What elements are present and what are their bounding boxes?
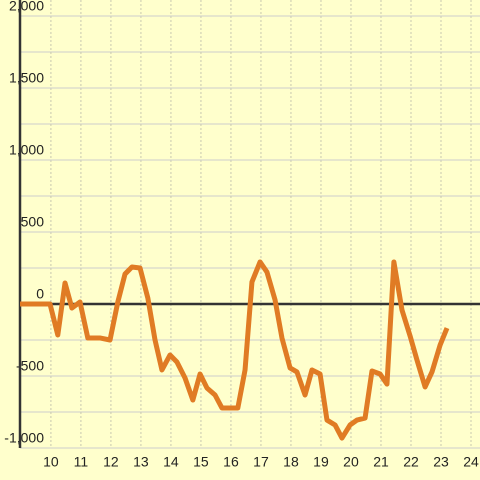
x-tick-label: 23 — [433, 454, 449, 470]
x-tick-label: 24 — [463, 454, 479, 470]
x-tick-label: 15 — [193, 454, 209, 470]
y-tick-label: 1,000 — [9, 142, 44, 158]
x-tick-label: 11 — [74, 454, 89, 470]
x-tick-label: 14 — [163, 454, 179, 470]
y-tick-label: -1,000 — [4, 430, 44, 446]
data-line — [20, 259, 450, 441]
y-tick-label: 0 — [36, 286, 44, 302]
x-tick-label: 22 — [403, 454, 419, 470]
x-tick-label: 13 — [133, 454, 149, 470]
y-tick-label: -500 — [16, 358, 44, 374]
y-tick-label: 500 — [21, 214, 45, 230]
y-tick-label: 2,000 — [9, 0, 44, 14]
x-tick-label: 21 — [373, 454, 389, 470]
x-tick-label: 12 — [103, 454, 119, 470]
x-tick-label: 19 — [313, 454, 329, 470]
x-tick-label: 20 — [343, 454, 359, 470]
x-tick-label: 18 — [283, 454, 299, 470]
x-tick-label: 10 — [43, 454, 59, 470]
x-tick-label: 16 — [223, 454, 239, 470]
x-tick-label: 17 — [253, 454, 269, 470]
y-tick-label: 1,500 — [9, 70, 44, 86]
